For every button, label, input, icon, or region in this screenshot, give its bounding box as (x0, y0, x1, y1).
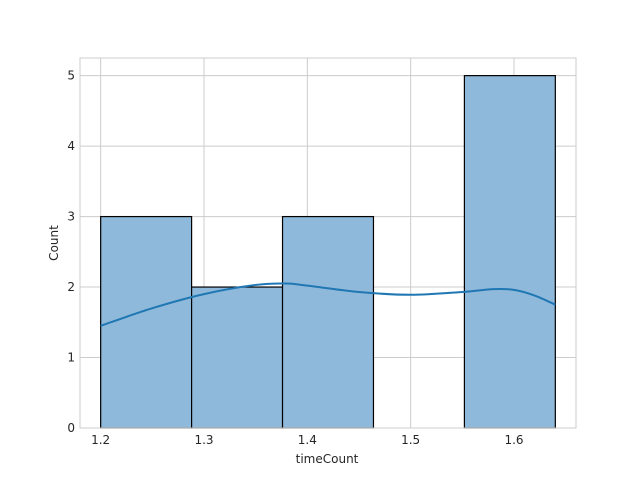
y-tick-labels: 0 1 2 3 4 5 (67, 69, 75, 435)
x-tick-label: 1.4 (298, 433, 317, 447)
kde-curve (100, 282, 556, 327)
y-tick-label: 2 (67, 280, 75, 294)
x-tick-label: 1.5 (401, 433, 420, 447)
histogram-bar (100, 215, 193, 429)
histogram-bar (463, 75, 556, 429)
x-tick-label: 1.3 (194, 433, 213, 447)
y-tick-label: 3 (67, 210, 75, 224)
histogram-bar (281, 215, 375, 429)
plot-frame (79, 57, 577, 429)
y-tick-label: 5 (67, 69, 75, 83)
histogram-bar (191, 286, 284, 429)
y-tick-label: 0 (67, 421, 75, 435)
y-axis-label: Count (47, 225, 61, 261)
x-tick-label: 1.6 (504, 433, 523, 447)
x-tick-labels: 1.2 1.3 1.4 1.5 1.6 (91, 433, 523, 447)
x-axis-label: timeCount (296, 452, 359, 466)
y-tick-label: 1 (67, 351, 75, 365)
x-tick-label: 1.2 (91, 433, 110, 447)
y-tick-label: 4 (67, 139, 75, 153)
histogram-bars (100, 75, 556, 429)
